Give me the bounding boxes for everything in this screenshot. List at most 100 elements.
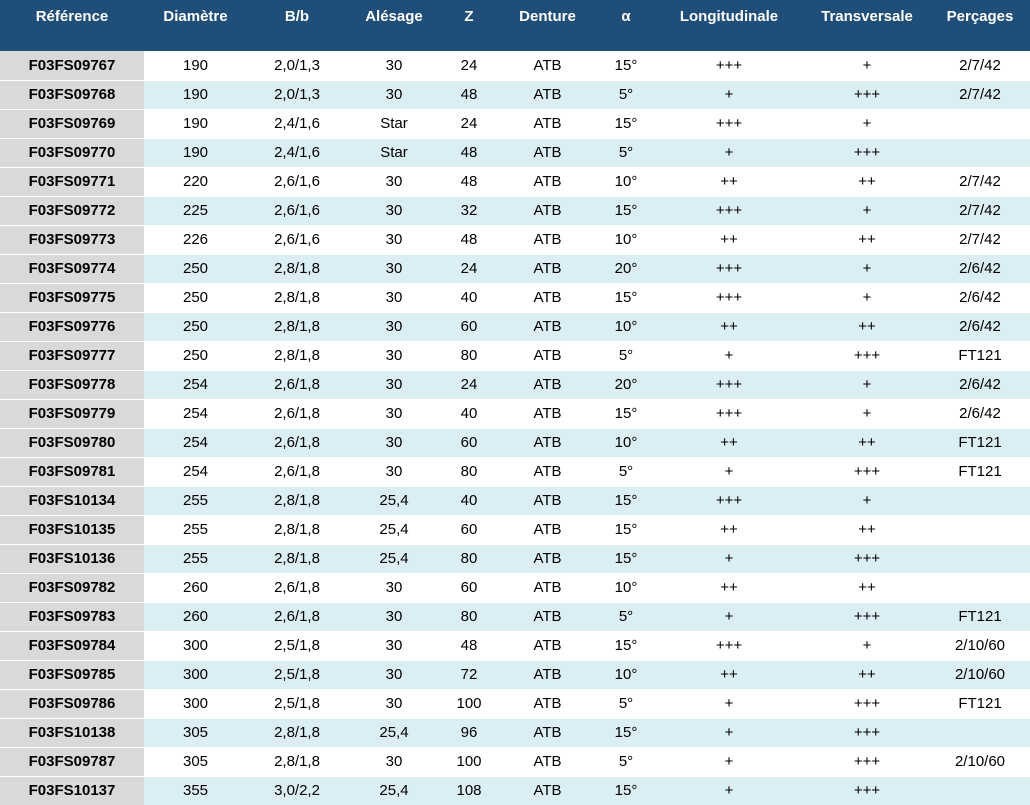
cell-percages: 2/10/60 — [930, 660, 1030, 690]
table-row: F03FS09782 260 2,6/1,8 30 60 ATB 10° ++ ++ — [0, 573, 1030, 603]
cell-transversale: + — [804, 283, 930, 313]
cell-longitudinale: + — [654, 544, 804, 574]
cell-denture: ATB — [497, 51, 598, 81]
cell-reference: F03FS09778 — [0, 370, 144, 400]
cell-reference: F03FS09770 — [0, 138, 144, 168]
cell-longitudinale: + — [654, 138, 804, 168]
cell-alpha: 15° — [598, 196, 654, 226]
cell-bb: 2,6/1,6 — [247, 196, 347, 226]
cell-diametre: 305 — [144, 718, 247, 748]
cell-percages — [930, 138, 1030, 168]
cell-reference: F03FS09780 — [0, 428, 144, 458]
cell-z: 80 — [441, 457, 497, 487]
cell-diametre: 255 — [144, 515, 247, 545]
cell-denture: ATB — [497, 167, 598, 197]
cell-reference: F03FS10138 — [0, 718, 144, 748]
cell-denture: ATB — [497, 544, 598, 574]
cell-percages: 2/7/42 — [930, 51, 1030, 81]
cell-diametre: 250 — [144, 341, 247, 371]
cell-percages: 2/7/42 — [930, 196, 1030, 226]
cell-reference: F03FS09775 — [0, 283, 144, 313]
table-header: Référence Diamètre B/b Alésage Z Denture… — [0, 0, 1030, 51]
cell-reference: F03FS09774 — [0, 254, 144, 284]
cell-z: 40 — [441, 486, 497, 516]
cell-denture: ATB — [497, 254, 598, 284]
cell-bb: 2,8/1,8 — [247, 486, 347, 516]
cell-percages: 2/7/42 — [930, 167, 1030, 197]
cell-transversale: ++ — [804, 167, 930, 197]
cell-percages: 2/6/42 — [930, 370, 1030, 400]
cell-diametre: 255 — [144, 544, 247, 574]
header-alpha: α — [598, 0, 654, 51]
table-row: F03FS10138 305 2,8/1,8 25,4 96 ATB 15° + +++ — [0, 718, 1030, 748]
cell-alpha: 10° — [598, 428, 654, 458]
cell-alpha: 5° — [598, 138, 654, 168]
cell-transversale: ++ — [804, 428, 930, 458]
cell-percages — [930, 573, 1030, 603]
cell-reference: F03FS09784 — [0, 631, 144, 661]
cell-longitudinale: +++ — [654, 631, 804, 661]
cell-z: 60 — [441, 515, 497, 545]
cell-denture: ATB — [497, 283, 598, 313]
cell-alpha: 10° — [598, 660, 654, 690]
cell-diametre: 226 — [144, 225, 247, 255]
cell-bb: 2,8/1,8 — [247, 747, 347, 777]
cell-denture: ATB — [497, 718, 598, 748]
cell-diametre: 254 — [144, 428, 247, 458]
cell-percages: 2/6/42 — [930, 399, 1030, 429]
cell-bb: 2,6/1,8 — [247, 457, 347, 487]
cell-diametre: 300 — [144, 689, 247, 719]
cell-transversale: ++ — [804, 660, 930, 690]
table-row: F03FS09784 300 2,5/1,8 30 48 ATB 15° +++ +2/10/6… — [0, 631, 1030, 661]
table-row: F03FS09771 220 2,6/1,6 30 48 ATB 10° ++ ++ 2/7/42 — [0, 167, 1030, 197]
cell-diametre: 355 — [144, 776, 247, 805]
cell-diametre: 255 — [144, 486, 247, 516]
cell-diametre: 254 — [144, 399, 247, 429]
cell-longitudinale: + — [654, 80, 804, 110]
cell-denture: ATB — [497, 689, 598, 719]
cell-longitudinale: ++ — [654, 312, 804, 342]
cell-percages: FT121 — [930, 689, 1030, 719]
cell-transversale: +++ — [804, 138, 930, 168]
table-row: F03FS09780 254 2,6/1,8 30 60 ATB 10° ++ ++ FT121 — [0, 428, 1030, 458]
cell-denture: ATB — [497, 80, 598, 110]
cell-alesage: 25,4 — [347, 544, 441, 574]
table-row: F03FS09781 254 2,6/1,8 30 80 ATB 5° + +++ FT121 — [0, 457, 1030, 487]
cell-bb: 2,5/1,8 — [247, 660, 347, 690]
cell-diametre: 220 — [144, 167, 247, 197]
cell-diametre: 260 — [144, 573, 247, 603]
table-row: F03FS09770 190 2,4/1,6 Star 48 ATB 5° + +++ — [0, 138, 1030, 168]
table-row: F03FS10137 355 3,0/2,2 25,4 108 ATB 15° + +++ — [0, 776, 1030, 805]
cell-alpha: 10° — [598, 573, 654, 603]
header-alesage: Alésage — [347, 0, 441, 51]
cell-denture: ATB — [497, 573, 598, 603]
cell-transversale: +++ — [804, 776, 930, 805]
cell-reference: F03FS10134 — [0, 486, 144, 516]
cell-z: 48 — [441, 225, 497, 255]
cell-percages — [930, 718, 1030, 748]
cell-alpha: 20° — [598, 370, 654, 400]
cell-longitudinale: +++ — [654, 196, 804, 226]
cell-z: 100 — [441, 747, 497, 777]
table-row: F03FS09775 250 2,8/1,8 30 40 ATB 15° +++ +2/6/42 — [0, 283, 1030, 313]
cell-reference: F03FS09769 — [0, 109, 144, 139]
cell-alesage: 30 — [347, 660, 441, 690]
cell-longitudinale: +++ — [654, 399, 804, 429]
cell-alesage: 30 — [347, 428, 441, 458]
cell-longitudinale: + — [654, 457, 804, 487]
cell-transversale: +++ — [804, 341, 930, 371]
cell-denture: ATB — [497, 631, 598, 661]
header-bb: B/b — [247, 0, 347, 51]
cell-denture: ATB — [497, 515, 598, 545]
cell-bb: 2,6/1,8 — [247, 602, 347, 632]
cell-z: 80 — [441, 602, 497, 632]
cell-bb: 2,8/1,8 — [247, 341, 347, 371]
cell-bb: 2,6/1,8 — [247, 573, 347, 603]
cell-diametre: 250 — [144, 312, 247, 342]
cell-longitudinale: + — [654, 747, 804, 777]
cell-transversale: + — [804, 486, 930, 516]
cell-transversale: ++ — [804, 515, 930, 545]
cell-percages — [930, 109, 1030, 139]
cell-alesage: 30 — [347, 370, 441, 400]
cell-alpha: 5° — [598, 689, 654, 719]
